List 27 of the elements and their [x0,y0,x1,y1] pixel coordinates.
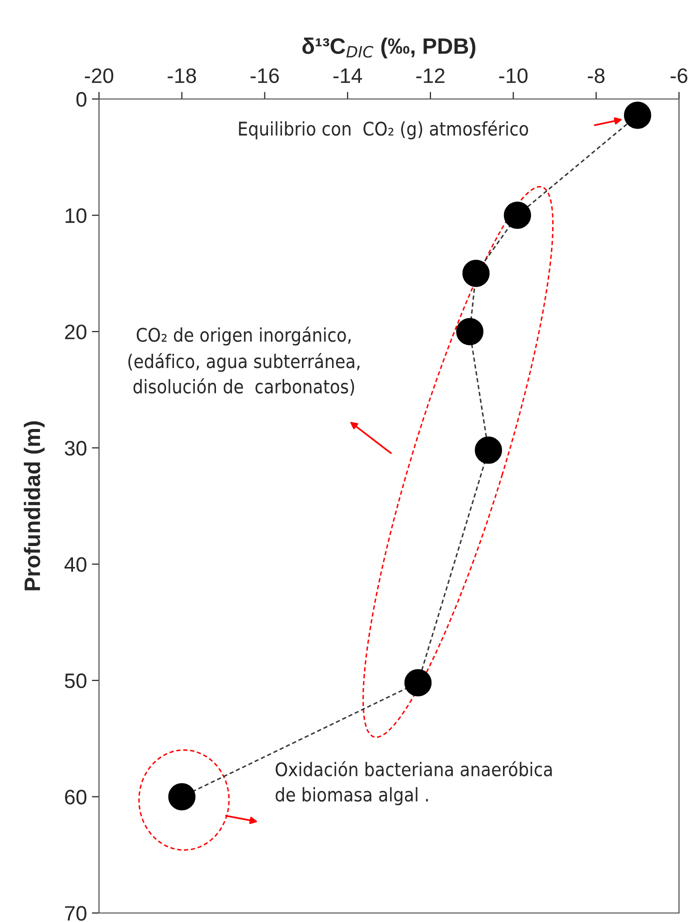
annotation: Oxidación bacteriana anaeróbica de biomasa algal . [276,761,552,806]
y-tick-label: 10 [66,208,86,224]
annotation: Equilibrio con CO₂ (g) atmosférico [239,120,528,140]
y-tick-label: 30 [64,440,86,456]
x-tick-label: -20 [84,68,114,84]
x-tick-label: -8 [588,68,604,84]
point [456,318,484,346]
point [462,260,490,288]
y-tick-label: 0 [76,92,86,107]
point [404,669,432,696]
x-tick-label: -14 [333,68,362,83]
point [504,202,532,229]
point [474,436,502,464]
y-tick-label: 60 [65,790,86,804]
x-tick-label: -10 [499,68,528,84]
y-tick-label: 50 [64,673,86,688]
x-tick-label: -12 [416,68,444,83]
x-tick-label: -18 [168,68,196,84]
x-tick-label: -16 [250,68,279,84]
y-axis-title: Profundidad (m) [24,421,45,590]
annotation: CO₂ de origen inorgánico, (edáfico, agua subterránea, disolución de carbonatos) [128,326,360,396]
point [624,102,652,129]
y-tick-label: 70 [65,906,86,921]
y-tick-label: 40 [64,557,86,572]
y-tick-label: 20 [65,324,86,340]
x-tick-label: -6 [670,68,688,84]
x-axis-title: δ¹³C$_{DIC}$ (‰, PDB) [302,38,476,58]
